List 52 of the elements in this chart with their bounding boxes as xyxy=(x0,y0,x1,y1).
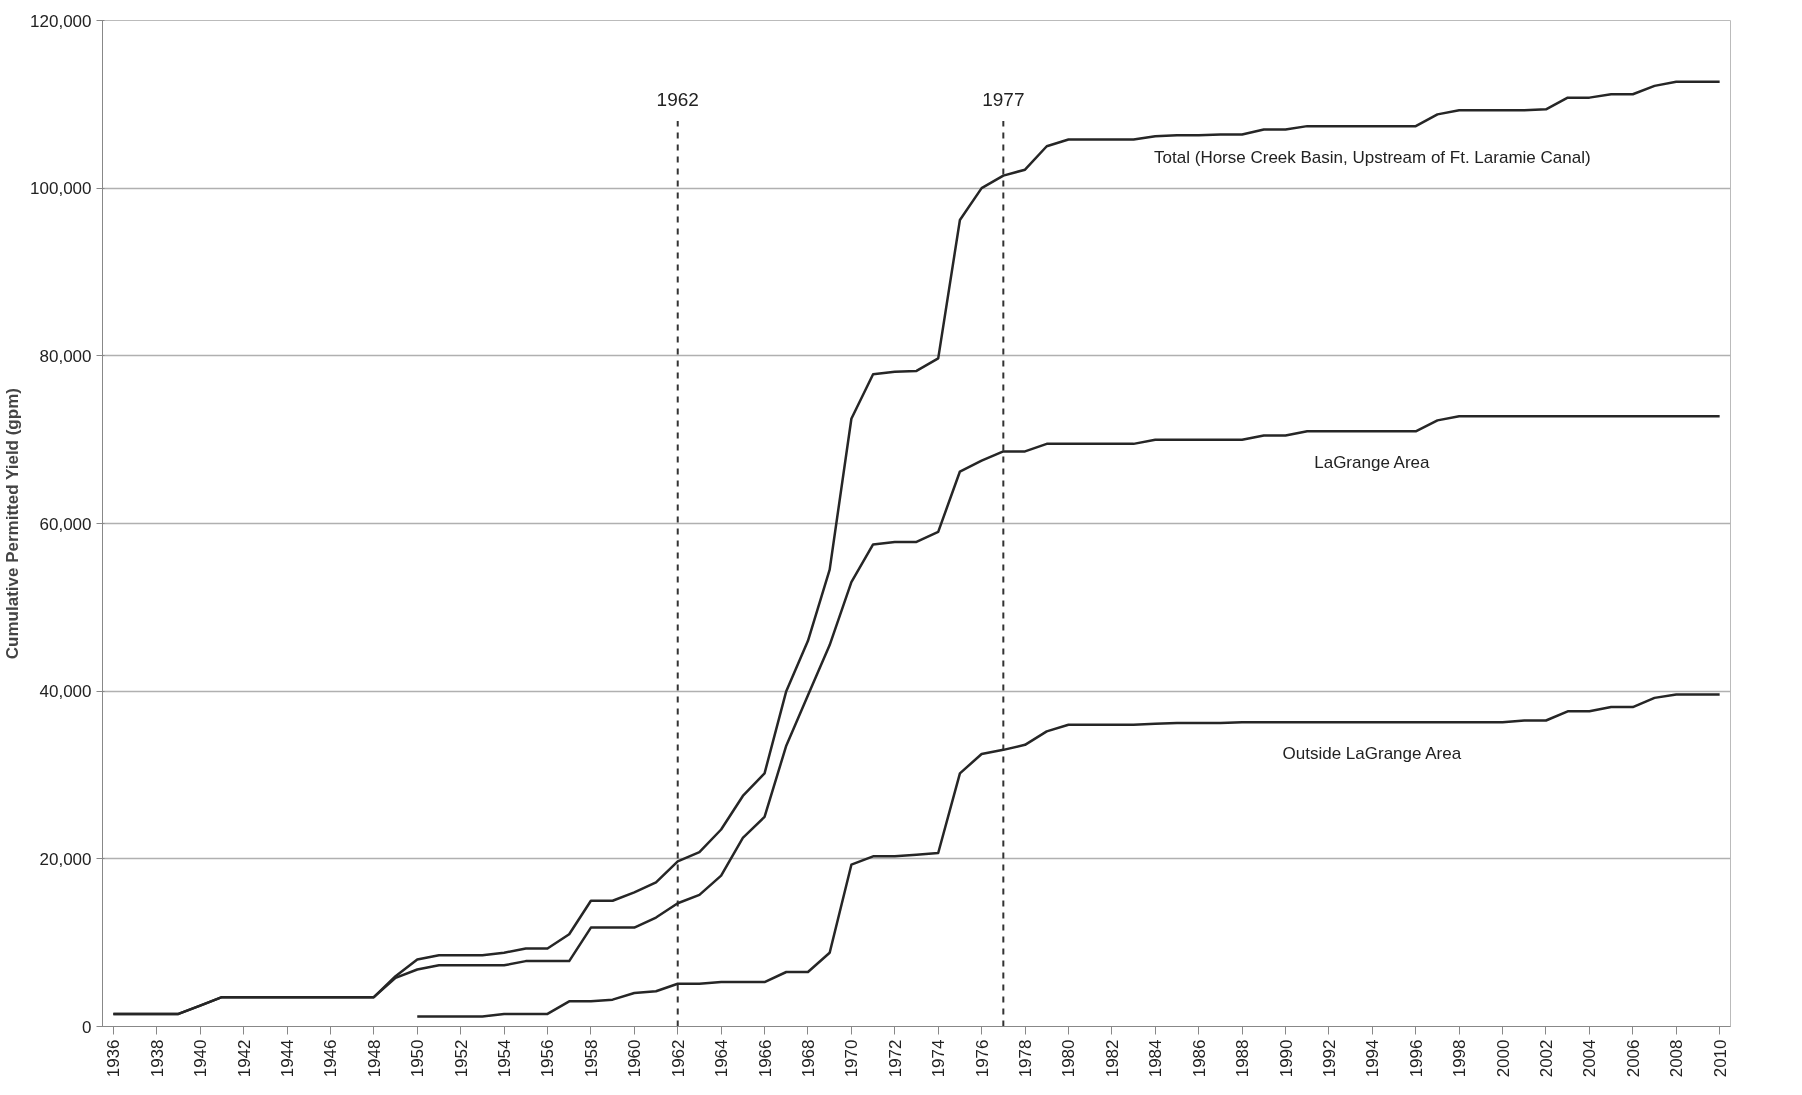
ref-line-label: 1977 xyxy=(982,89,1025,111)
x-tick-label: 1952 xyxy=(451,1039,471,1078)
x-tick-label: 1968 xyxy=(798,1039,818,1078)
x-tick-label: 1948 xyxy=(364,1039,384,1078)
y-tick-label: 80,000 xyxy=(39,346,92,366)
x-tick-label: 1966 xyxy=(755,1039,775,1078)
x-tick-label: 2010 xyxy=(1710,1039,1730,1078)
x-tick-label: 1940 xyxy=(191,1039,211,1078)
x-tick-label: 1958 xyxy=(581,1039,601,1078)
x-tick-label: 1946 xyxy=(321,1039,341,1078)
x-tick-label: 1978 xyxy=(1016,1039,1036,1078)
series-label: LaGrange Area xyxy=(1314,453,1431,473)
y-tick-label: 20,000 xyxy=(39,849,92,869)
x-tick-label: 1964 xyxy=(712,1039,732,1078)
x-tick-label: 1972 xyxy=(885,1039,905,1078)
x-tick-label: 1956 xyxy=(538,1039,558,1078)
y-tick-label: 120,000 xyxy=(30,11,92,31)
y-tick-label: 40,000 xyxy=(39,682,92,702)
x-tick-label: 1974 xyxy=(929,1039,949,1078)
x-tick-label: 2000 xyxy=(1493,1039,1513,1078)
x-tick-label: 1982 xyxy=(1102,1039,1122,1078)
x-tick-label: 1976 xyxy=(972,1039,992,1078)
y-tick-label: 60,000 xyxy=(39,514,92,534)
line-series xyxy=(416,693,1721,1018)
ref-line-label: 1962 xyxy=(656,89,699,111)
x-tick-label: 1996 xyxy=(1406,1039,1426,1078)
x-tick-label: 1936 xyxy=(104,1039,124,1078)
x-tick-label: 2008 xyxy=(1667,1039,1687,1078)
x-tick-label: 2004 xyxy=(1580,1039,1600,1078)
x-tick-label: 1980 xyxy=(1059,1039,1079,1078)
x-tick-label: 2006 xyxy=(1623,1039,1643,1078)
y-axis-title: Cumulative Permitted Yield (gpm) xyxy=(3,388,23,660)
x-tick-label: 1942 xyxy=(234,1039,254,1078)
x-tick-label: 2002 xyxy=(1536,1039,1556,1078)
x-tick-label: 1960 xyxy=(625,1039,645,1078)
x-tick-label: 1944 xyxy=(278,1039,298,1078)
x-tick-label: 1950 xyxy=(408,1039,428,1078)
x-tick-label: 1962 xyxy=(668,1039,688,1078)
x-tick-label: 1988 xyxy=(1233,1039,1253,1078)
series-label: Outside LaGrange Area xyxy=(1282,744,1462,764)
x-tick-label: 1986 xyxy=(1189,1039,1209,1078)
x-tick-label: 1992 xyxy=(1319,1039,1339,1078)
x-tick-label: 1998 xyxy=(1450,1039,1470,1078)
y-tick-label: 0 xyxy=(82,1017,92,1037)
x-tick-label: 1970 xyxy=(842,1039,862,1078)
x-tick-label: 1938 xyxy=(147,1039,167,1078)
x-tick-label: 1990 xyxy=(1276,1039,1296,1078)
y-tick-label: 100,000 xyxy=(30,179,92,199)
x-tick-label: 1994 xyxy=(1363,1039,1383,1078)
x-tick-label: 1984 xyxy=(1146,1039,1166,1078)
series-label: Total (Horse Creek Basin, Upstream of Ft. Laramie Canal) xyxy=(1154,148,1591,168)
x-tick-label: 1954 xyxy=(495,1039,515,1078)
